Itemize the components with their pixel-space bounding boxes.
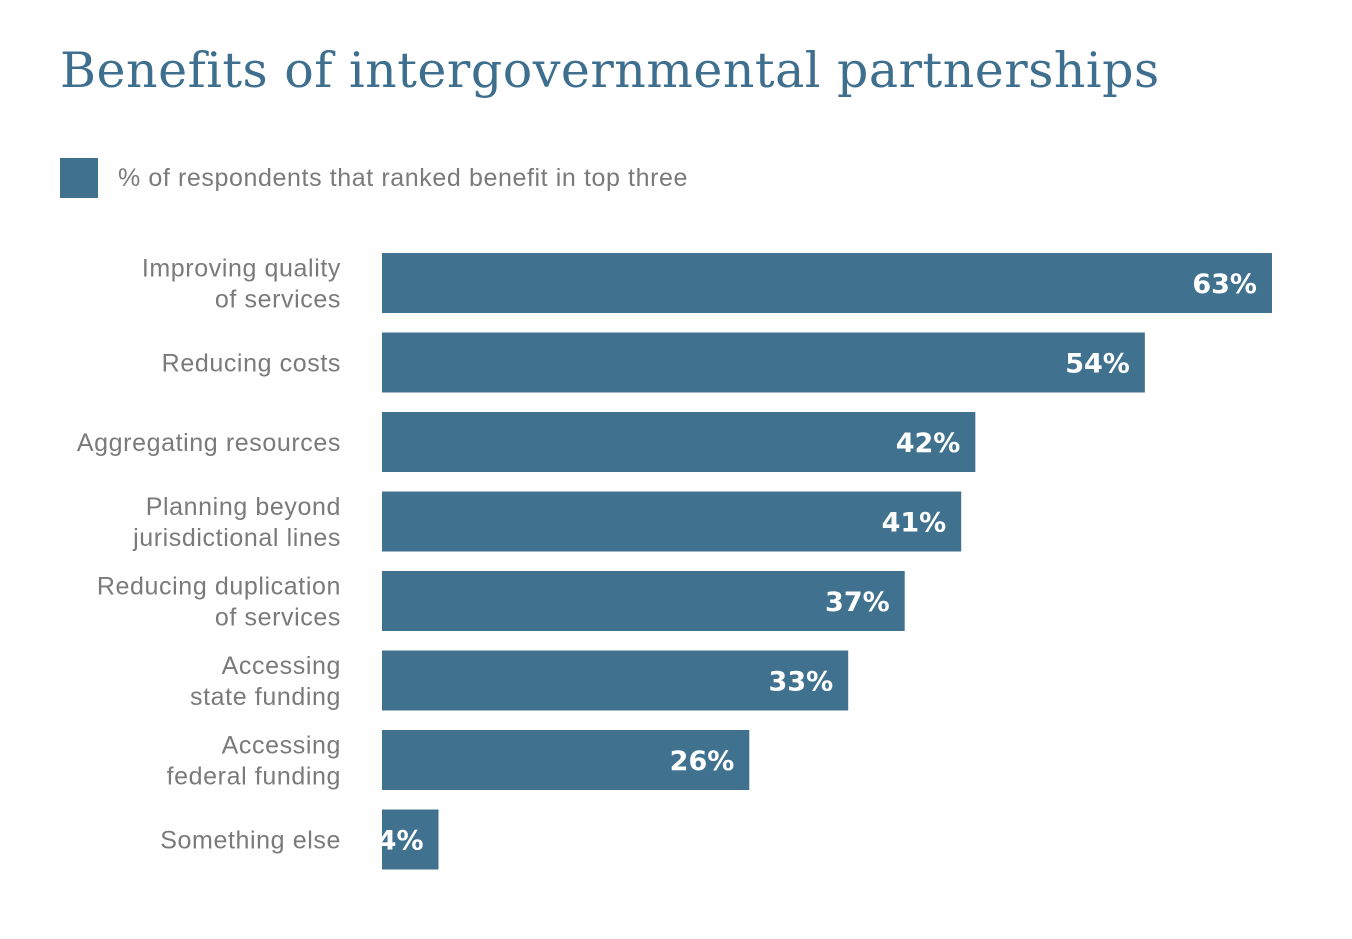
bar: [382, 809, 439, 870]
bar-value-label: 33%: [769, 667, 834, 698]
category-label: federal funding: [167, 763, 341, 791]
bar: [382, 332, 1145, 393]
legend-label: % of respondents that ranked benefit in …: [118, 163, 689, 192]
category-label: Improving quality: [142, 255, 341, 283]
bar-value-label: 41%: [882, 508, 947, 539]
bar: [382, 253, 1272, 313]
chart-title: Benefits of intergovernmental partnershi…: [60, 42, 1160, 99]
category-label: Something else: [160, 827, 341, 855]
bar: [382, 650, 849, 711]
bar-value-label: 54%: [1065, 349, 1130, 380]
bar: [382, 571, 905, 631]
bar: [382, 491, 962, 552]
bar: [382, 730, 750, 790]
legend-swatch: [60, 158, 98, 198]
bar-value-label: 42%: [896, 428, 961, 459]
bar: [382, 412, 976, 472]
bar-value-label: 37%: [825, 587, 890, 618]
category-label: Planning beyond: [146, 493, 341, 521]
bar-value-label: 26%: [670, 746, 735, 777]
category-label: of services: [215, 286, 341, 314]
category-label: Aggregating resources: [77, 429, 341, 457]
category-label: Accessing: [222, 652, 341, 680]
category-label: jurisdictional lines: [132, 524, 341, 552]
bar-value-label: 63%: [1192, 269, 1257, 300]
category-label: Reducing duplication: [97, 573, 341, 601]
legend: % of respondents that ranked benefit in …: [60, 158, 688, 198]
bar-value-label: 4%: [378, 826, 424, 857]
category-label: Accessing: [222, 732, 341, 760]
category-label: Reducing costs: [162, 350, 341, 378]
category-label: of services: [215, 604, 341, 632]
category-label: state funding: [190, 683, 341, 711]
